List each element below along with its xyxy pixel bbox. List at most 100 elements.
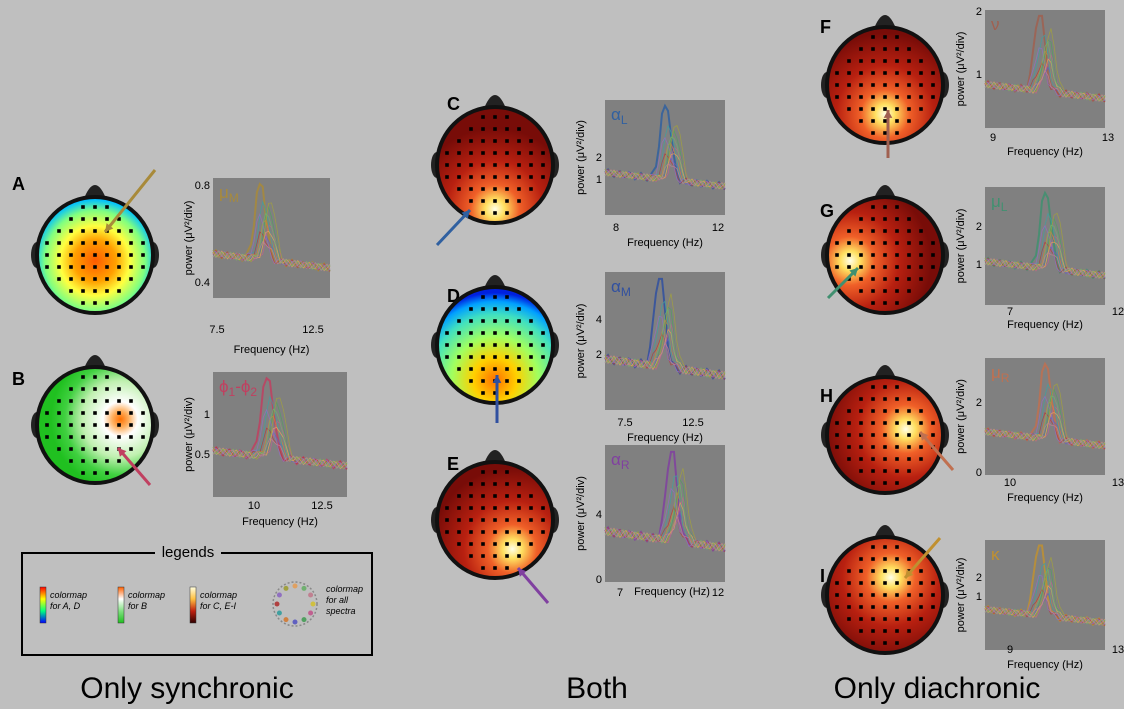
electrode xyxy=(129,265,133,269)
electrode xyxy=(81,205,85,209)
electrode xyxy=(895,241,899,245)
electrode xyxy=(493,211,497,215)
electrode xyxy=(493,115,497,119)
electrode xyxy=(457,319,461,323)
electrode xyxy=(57,253,61,257)
electrode xyxy=(445,530,449,534)
electrode xyxy=(517,355,521,359)
electrode xyxy=(529,139,533,143)
electrode xyxy=(517,175,521,179)
electrode xyxy=(105,301,109,305)
electrode xyxy=(847,605,851,609)
electrode xyxy=(529,151,533,155)
electrode xyxy=(871,253,875,257)
y-tick-label: 1 xyxy=(976,259,982,271)
x-axis-label: Frequency (Hz) xyxy=(1007,319,1083,331)
electrode xyxy=(895,593,899,597)
electrode xyxy=(93,411,97,415)
electrode xyxy=(505,554,509,558)
spectra-colormap-dot xyxy=(311,602,316,607)
electrode xyxy=(895,107,899,111)
spectra-colormap-dot xyxy=(308,592,313,597)
electrode xyxy=(481,554,485,558)
electrode xyxy=(481,115,485,119)
electrode xyxy=(847,83,851,87)
electrode xyxy=(529,175,533,179)
electrode xyxy=(859,47,863,51)
electrode xyxy=(117,253,121,257)
electrode xyxy=(445,151,449,155)
electrode xyxy=(871,301,875,305)
electrode xyxy=(871,641,875,645)
electrode xyxy=(481,163,485,167)
electrode xyxy=(931,581,935,585)
electrode xyxy=(457,355,461,359)
electrode xyxy=(505,307,509,311)
electrode xyxy=(883,205,887,209)
y-tick-label: 1 xyxy=(204,409,210,421)
electrode xyxy=(505,470,509,474)
electrode xyxy=(859,59,863,63)
electrode xyxy=(871,569,875,573)
electrode xyxy=(505,127,509,131)
electrode xyxy=(517,331,521,335)
electrode xyxy=(69,423,73,427)
electrode xyxy=(517,307,521,311)
electrode xyxy=(45,423,49,427)
panel: HμR201013Frequency (Hz)power (μV²/div) xyxy=(820,358,1124,504)
x-axis-label: Frequency (Hz) xyxy=(627,237,703,249)
electrode xyxy=(835,593,839,597)
y-tick-label: 2 xyxy=(976,397,982,409)
electrode xyxy=(481,506,485,510)
electrode xyxy=(907,445,911,449)
electrode xyxy=(493,494,497,498)
x-axis-label: Frequency (Hz) xyxy=(234,344,310,356)
electrode xyxy=(883,641,887,645)
x-tick-label: 12 xyxy=(1112,306,1124,318)
electrode xyxy=(93,289,97,293)
electrode xyxy=(847,457,851,461)
electrode xyxy=(505,319,509,323)
electrode xyxy=(895,409,899,413)
electrode xyxy=(883,569,887,573)
y-axis-label: power (μV²/div) xyxy=(955,558,967,633)
electrode xyxy=(445,331,449,335)
electrode xyxy=(919,409,923,413)
electrode xyxy=(445,175,449,179)
electrode xyxy=(895,131,899,135)
electrode xyxy=(883,277,887,281)
electrode xyxy=(493,295,497,299)
electrode xyxy=(847,59,851,63)
electrode xyxy=(847,593,851,597)
electrode xyxy=(57,435,61,439)
electrode xyxy=(931,71,935,75)
y-tick-label: 1 xyxy=(596,174,602,186)
y-axis-label: power (μV²/div) xyxy=(575,304,587,379)
electrode xyxy=(493,187,497,191)
electrode xyxy=(541,175,545,179)
title-part: R xyxy=(1001,371,1010,385)
electrode xyxy=(871,445,875,449)
electrode xyxy=(469,554,473,558)
panel: DαM427.512.5Frequency (Hz)power (μV²/div… xyxy=(431,272,725,444)
electrode xyxy=(919,59,923,63)
electrode xyxy=(871,35,875,39)
electrode xyxy=(835,265,839,269)
electrode xyxy=(529,494,533,498)
electrode xyxy=(117,423,121,427)
panel-letter: C xyxy=(447,94,460,114)
electrode xyxy=(469,518,473,522)
electrode xyxy=(895,47,899,51)
electrode xyxy=(895,205,899,209)
electrode xyxy=(871,83,875,87)
electrode xyxy=(505,367,509,371)
electrode xyxy=(141,411,145,415)
x-axis-label: Frequency (Hz) xyxy=(1007,492,1083,504)
electrode xyxy=(871,119,875,123)
electrode xyxy=(859,409,863,413)
electrode xyxy=(81,265,85,269)
electrode xyxy=(469,355,473,359)
electrode xyxy=(835,71,839,75)
electrode xyxy=(931,253,935,257)
electrode xyxy=(469,319,473,323)
